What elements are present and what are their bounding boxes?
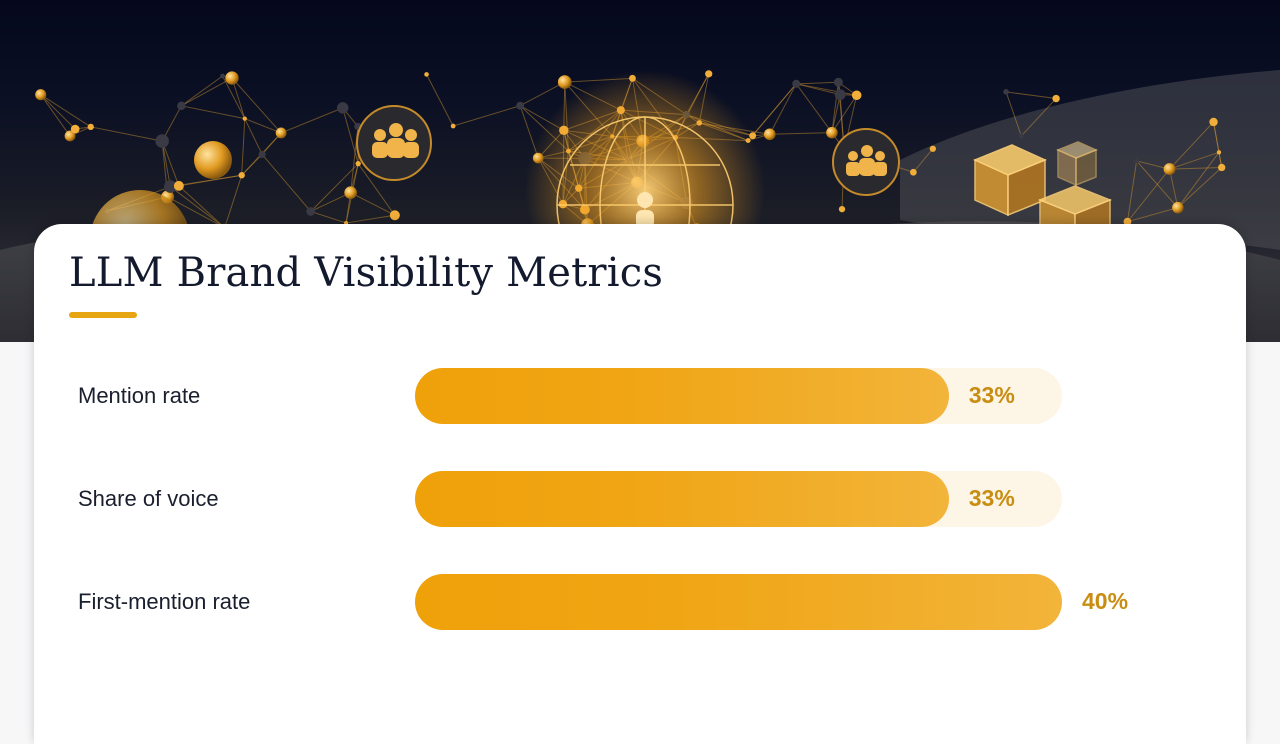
title-underline: [69, 312, 137, 318]
bar-track: [415, 368, 1062, 424]
bar-value-label: 33%: [969, 382, 1015, 409]
page-title: LLM Brand Visibility Metrics: [69, 250, 663, 296]
bar-fill: [415, 574, 1062, 630]
bar-row: Mention rate 33%: [34, 368, 1246, 424]
metrics-card: LLM Brand Visibility Metrics Mention rat…: [34, 224, 1246, 744]
bar-value-label: 40%: [1082, 588, 1128, 615]
bar-row: Share of voice 33%: [34, 471, 1246, 527]
bar-value-label: 33%: [969, 485, 1015, 512]
bar-track: [415, 574, 1062, 630]
people-group-icon: [357, 106, 431, 180]
bar-category-label: First-mention rate: [78, 589, 250, 615]
bar-category-label: Share of voice: [78, 486, 219, 512]
bar-fill: [415, 471, 949, 527]
bar-track: [415, 471, 1062, 527]
bar-fill: [415, 368, 949, 424]
bar-row: First-mention rate 40%: [34, 574, 1246, 630]
bar-category-label: Mention rate: [78, 383, 200, 409]
people-group-icon: [833, 129, 899, 195]
